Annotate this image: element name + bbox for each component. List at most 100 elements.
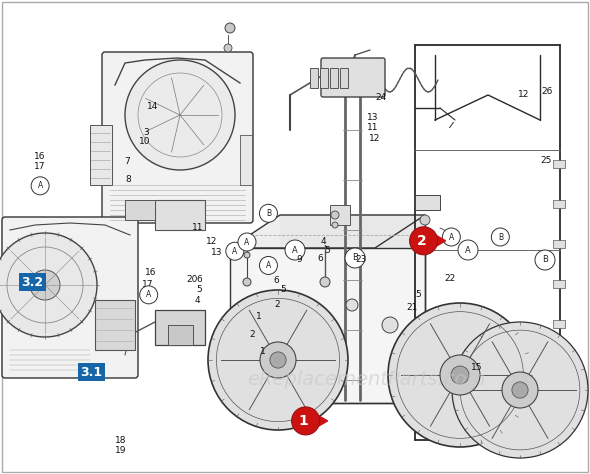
Polygon shape (230, 215, 425, 248)
Text: 5: 5 (415, 291, 421, 299)
Text: 16: 16 (145, 268, 156, 277)
Text: 4: 4 (320, 237, 326, 246)
Text: 15: 15 (471, 363, 483, 372)
Text: B: B (266, 209, 271, 218)
Text: 6: 6 (196, 275, 202, 284)
Text: 12: 12 (205, 237, 217, 246)
Text: 1: 1 (255, 312, 261, 321)
Circle shape (320, 277, 330, 287)
Text: B: B (352, 254, 358, 263)
Circle shape (332, 222, 338, 228)
FancyBboxPatch shape (102, 52, 253, 223)
Text: 11: 11 (367, 124, 379, 132)
Text: 13: 13 (211, 248, 223, 256)
Text: B: B (498, 233, 503, 241)
Text: 3: 3 (143, 128, 149, 137)
Text: eReplacementParts.com: eReplacementParts.com (247, 370, 485, 389)
Circle shape (420, 215, 430, 225)
Text: 24: 24 (375, 93, 386, 101)
Text: 3.2: 3.2 (21, 275, 44, 289)
Text: 12: 12 (518, 91, 530, 99)
Bar (415, 195, 440, 210)
Circle shape (331, 211, 339, 219)
Circle shape (345, 248, 365, 268)
Circle shape (244, 252, 250, 258)
Bar (155, 310, 205, 345)
Bar (553, 200, 565, 208)
Text: 21: 21 (406, 303, 418, 311)
Text: A: A (232, 247, 237, 255)
Polygon shape (314, 413, 327, 429)
Text: A: A (449, 233, 454, 241)
Circle shape (451, 366, 469, 384)
Text: A: A (292, 246, 298, 255)
Text: A: A (244, 237, 250, 246)
Text: 25: 25 (540, 156, 552, 164)
Text: 12: 12 (369, 134, 381, 143)
Text: 26: 26 (542, 87, 553, 95)
Text: 1: 1 (260, 347, 266, 356)
Bar (125, 200, 155, 220)
Text: 22: 22 (444, 274, 455, 283)
Circle shape (285, 240, 305, 260)
Bar (340, 68, 348, 88)
Text: 13: 13 (367, 113, 379, 122)
Text: 2: 2 (274, 300, 280, 309)
Text: 6: 6 (273, 276, 279, 285)
Text: 7: 7 (124, 157, 130, 165)
Circle shape (491, 228, 509, 246)
Circle shape (260, 342, 296, 378)
Circle shape (31, 177, 49, 195)
Text: 4: 4 (195, 297, 201, 305)
Circle shape (208, 290, 348, 430)
Circle shape (502, 372, 538, 408)
Bar (168, 325, 193, 345)
Polygon shape (432, 233, 445, 249)
Bar (553, 240, 565, 248)
Circle shape (226, 242, 244, 260)
Circle shape (243, 278, 251, 286)
Bar (95, 300, 135, 350)
Text: 18: 18 (115, 437, 127, 445)
Circle shape (125, 60, 235, 170)
Bar (155, 200, 205, 230)
Text: A: A (465, 246, 471, 255)
Bar (90, 125, 112, 185)
Circle shape (440, 355, 480, 395)
FancyBboxPatch shape (2, 217, 138, 378)
FancyBboxPatch shape (321, 58, 385, 97)
Text: 9: 9 (297, 255, 303, 264)
Text: A: A (146, 291, 151, 299)
Bar (330, 205, 350, 225)
Circle shape (291, 407, 320, 435)
Text: 23: 23 (355, 255, 367, 264)
Text: 14: 14 (146, 102, 158, 111)
Text: 5: 5 (324, 246, 330, 255)
Text: A: A (266, 261, 271, 270)
Circle shape (458, 240, 478, 260)
Circle shape (346, 299, 358, 311)
Circle shape (0, 233, 97, 337)
Circle shape (388, 303, 532, 447)
Text: 10: 10 (139, 137, 150, 146)
Bar (553, 160, 565, 168)
Bar (320, 68, 328, 88)
Text: 5: 5 (196, 285, 202, 293)
Circle shape (260, 256, 277, 274)
Text: 8: 8 (126, 175, 132, 183)
Text: 19: 19 (115, 446, 127, 455)
Bar (553, 320, 565, 328)
Text: 6: 6 (317, 254, 323, 263)
Text: B: B (542, 255, 548, 264)
Text: 20: 20 (186, 275, 198, 284)
Circle shape (382, 317, 398, 333)
Circle shape (451, 236, 459, 244)
Text: 16: 16 (34, 152, 46, 161)
Text: 17: 17 (34, 163, 46, 171)
Text: 11: 11 (192, 223, 204, 232)
Circle shape (30, 270, 60, 300)
Bar (240, 135, 252, 185)
Circle shape (224, 44, 232, 52)
Text: 5: 5 (280, 285, 286, 293)
Circle shape (442, 228, 460, 246)
